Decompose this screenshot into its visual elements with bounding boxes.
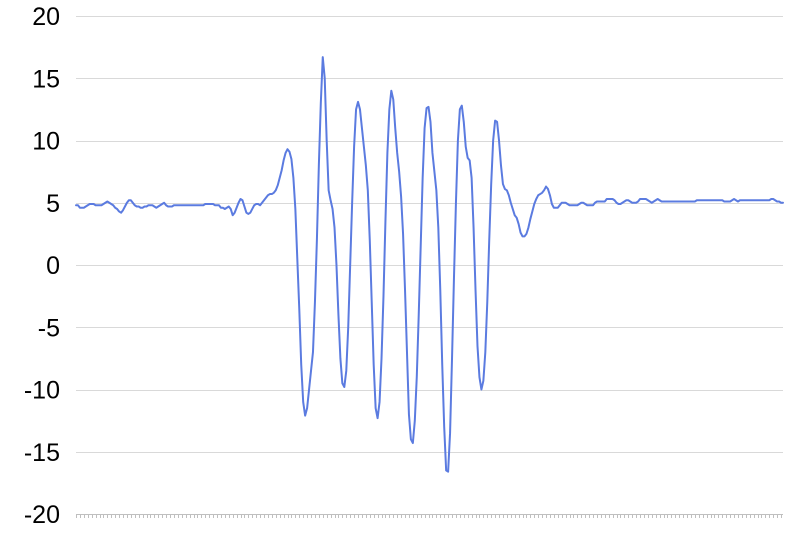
y-axis-tick-labels: 20 15 10 5 0 -5 -10 -15 -20: [24, 3, 60, 529]
y-tick-label: -20: [24, 501, 60, 529]
y-tick-label: 10: [32, 128, 60, 156]
gridlines: [76, 16, 783, 515]
y-tick-label: 15: [32, 65, 60, 93]
y-tick-label: 0: [46, 252, 60, 280]
y-tick-label: -10: [24, 377, 60, 405]
x-axis: [76, 514, 782, 518]
series-line-0: [75, 56, 784, 473]
series-layer: [75, 56, 784, 473]
y-tick-label: 5: [46, 190, 60, 218]
y-tick-label: -5: [38, 314, 60, 342]
y-tick-label: -15: [24, 439, 60, 467]
y-tick-label: 20: [32, 3, 60, 31]
